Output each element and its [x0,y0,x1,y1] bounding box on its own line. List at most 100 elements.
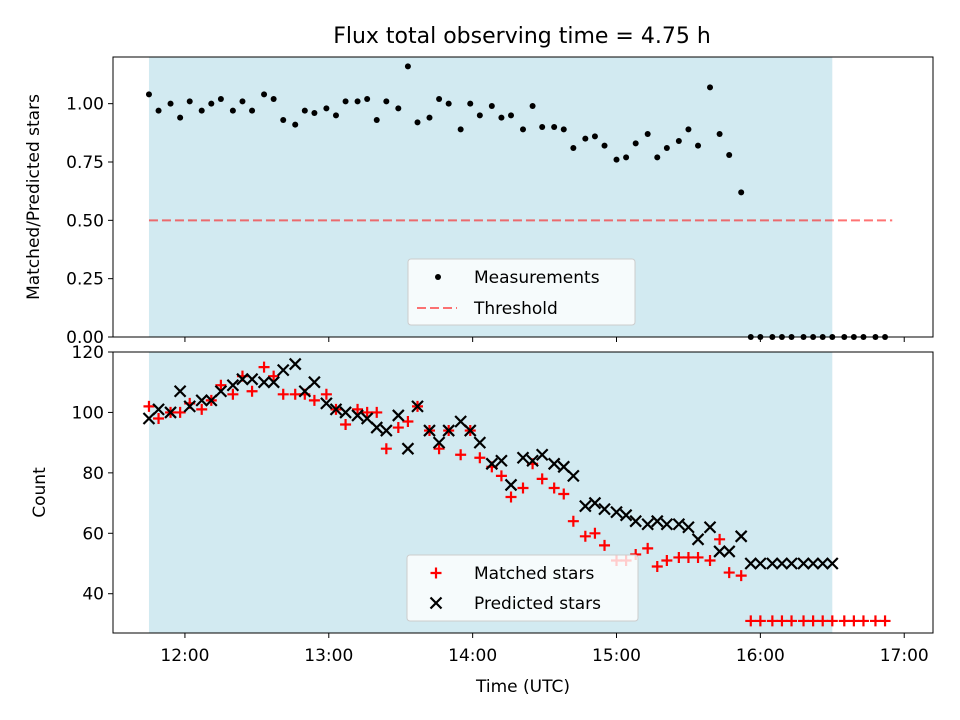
ratio-plot-frame [112,56,934,338]
measurement-point [707,84,714,91]
predicted-star-point [360,412,374,425]
y-tick-label: 100 [72,403,104,423]
predicted-star-point [370,421,384,434]
predicted-star-point [766,557,779,570]
predicted-star-point [308,375,321,389]
measurement-point [613,156,620,163]
predicted-star-point [432,436,446,449]
predicted-star-point [351,409,364,422]
predicted-star-point [547,457,561,471]
matched-star-point [682,551,694,563]
matched-star-point [558,488,570,500]
matched-star-point [642,542,654,554]
predicted-star-point [214,385,228,398]
predicted-star-point [722,545,736,558]
measurement-point [675,138,682,144]
measurement-point [570,145,577,151]
matched-star-point [320,388,332,400]
measurement-point [436,96,443,102]
matched-star-point [308,394,320,406]
measurement-point [560,126,567,133]
matched-star-point [857,615,869,627]
matched-star-point [869,615,881,627]
matched-star-point [455,449,467,461]
predicted-star-point [557,460,571,474]
matched-star-point [340,419,352,431]
predicted-star-point [703,520,717,534]
x-tick-label: 15:00 [592,646,641,666]
matched-star-point [567,515,579,527]
measurement-point [539,124,546,130]
matched-star-point [735,570,747,582]
predicted-star-point [588,496,602,510]
predicted-star-point [298,385,312,398]
matched-star-point [651,561,663,573]
measurement-point [591,133,598,140]
measurement-point [155,107,162,114]
y-axis-ticks: 0.00 0.25 0.50 0.75 1.00 [66,95,113,348]
measurement-point [467,100,474,107]
matched-star-point [776,615,788,627]
measurement-point [426,114,433,121]
predicted-star-point [785,557,798,570]
predicted-star-point [454,415,467,428]
x-tick-label: 13:00 [304,646,353,666]
x-tick-label: 17:00 [880,646,929,666]
measurement-point [551,124,558,130]
measurement-point [654,154,661,161]
predicted-star-point [797,557,810,570]
predicted-star-point [495,454,508,468]
matched-star-point [589,527,601,539]
matched-star-point [361,406,373,418]
predicted-star-point [173,385,187,398]
predicted-star-point [442,424,455,437]
measurement-point [373,117,380,123]
matched-star-point [838,615,850,627]
predicted-star-point [682,520,695,534]
legend-box [407,258,636,326]
predicted-star-point [579,499,592,513]
matched-star-point [661,554,673,566]
predicted-star-point [195,394,208,407]
measurement-point [582,135,589,142]
measurement-point [239,98,246,105]
measurement-point [186,98,193,105]
predicted-star-point [641,517,654,531]
measurement-point [685,126,692,133]
measurement-point [364,96,371,102]
predicted-star-point [401,442,415,455]
predicted-star-point [806,557,820,570]
legend-marker-shape [430,567,442,579]
matched-star-point [692,551,704,563]
measurement-point [508,112,515,119]
predicted-star-point [463,424,477,437]
predicted-star-point [485,457,499,471]
predicted-star-point [245,372,259,386]
measurement-point [395,105,402,112]
measurement-point [716,131,723,137]
matched-star-point [714,533,726,545]
y-axis-label: Count [30,467,50,518]
predicted-star-point [205,394,218,407]
y-tick-label: 0.00 [66,328,104,348]
measurement-point [323,105,330,112]
x-tick-label: 16:00 [736,646,785,666]
y-tick-label: 0.50 [66,211,104,231]
matched-star-point [599,539,611,551]
measurement-point [632,140,639,147]
predicted-star-point [183,400,197,413]
predicted-star-point [629,514,642,528]
predicted-star-point [660,517,674,531]
matched-star-point [258,361,270,373]
matched-star-point [227,388,239,400]
matched-star-point [817,615,829,627]
measurement-point [292,121,299,128]
ratio-panel: 0.00 0.25 0.50 0.75 1.00 Matched/Predicted s… [24,56,934,348]
predicted-star-point [754,557,767,570]
predicted-star-point [826,557,839,570]
measurement-point [414,119,421,126]
measurement-point [354,98,361,105]
predicted-star-point [339,406,352,419]
measurement-point [198,107,205,114]
